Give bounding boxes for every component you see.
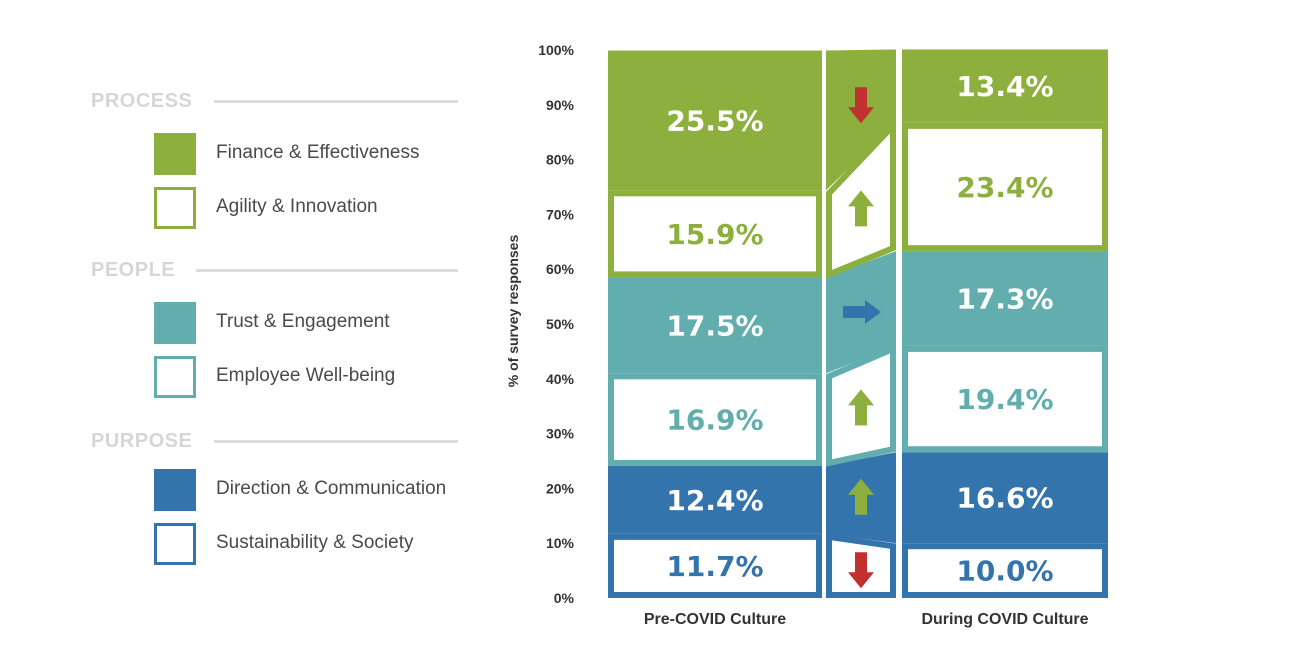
data-label: 17.5% — [666, 309, 763, 342]
bar-segment — [608, 533, 822, 598]
data-label: 25.5% — [666, 104, 763, 137]
up-arrow-icon — [848, 478, 874, 515]
legend-group-title-people: PEOPLE — [91, 259, 176, 281]
legend-swatch-sustainability — [154, 523, 196, 565]
y-tick-label: 80% — [546, 152, 575, 168]
y-tick-label: 20% — [546, 480, 575, 496]
legend-divider — [214, 100, 458, 103]
down-arrow-icon — [848, 552, 874, 589]
data-label: 16.9% — [666, 404, 763, 437]
legend-group-title-purpose: PURPOSE — [91, 430, 193, 452]
x-category-label: During COVID Culture — [921, 611, 1088, 628]
legend-group-title-process: PROCESS — [91, 90, 193, 112]
data-label: 23.4% — [956, 171, 1053, 204]
y-axis-label: % of survey responses — [505, 235, 521, 388]
x-category-label: Pre-COVID Culture — [644, 611, 786, 628]
right-arrow-icon — [843, 299, 881, 324]
data-label: 17.3% — [956, 283, 1053, 316]
legend-label-trust: Trust & Engagement — [216, 311, 390, 332]
up-arrow-icon — [848, 190, 874, 227]
bar-segment — [902, 251, 1108, 346]
bar-segment — [902, 543, 1108, 599]
up-arrow-icon — [848, 389, 874, 426]
y-tick-label: 90% — [546, 97, 575, 113]
legend-divider — [196, 269, 458, 272]
data-label: 13.4% — [956, 70, 1053, 103]
bar-segment — [902, 452, 1108, 544]
bar-segment — [608, 190, 822, 278]
bar-segment — [608, 277, 822, 374]
legend: PROCESS Finance & Effectiveness Agility … — [0, 0, 500, 664]
y-tick-label: 10% — [546, 535, 575, 551]
y-tick-label: 40% — [546, 371, 575, 387]
data-label: 11.7% — [666, 550, 763, 583]
legend-label-wellbeing: Employee Well-being — [216, 365, 396, 386]
bar-segment — [902, 345, 1108, 453]
legend-label-finance: Finance & Effectiveness — [216, 142, 420, 163]
legend-label-direction: Direction & Communication — [216, 478, 447, 499]
bar-segment — [902, 49, 1108, 123]
legend-divider — [214, 440, 458, 443]
data-label: 15.9% — [666, 218, 763, 251]
data-label: 10.0% — [956, 555, 1053, 588]
legend-swatch-agility — [154, 187, 196, 229]
bar-segment — [608, 465, 822, 534]
legend-swatch-wellbeing — [154, 356, 196, 398]
y-tick-label: 60% — [546, 261, 575, 277]
y-tick-label: 70% — [546, 206, 575, 222]
y-tick-label: 0% — [554, 590, 575, 606]
bar-segment — [608, 373, 822, 466]
legend-label-agility: Agility & Innovation — [216, 196, 378, 217]
y-tick-label: 100% — [538, 42, 574, 58]
y-tick-label: 50% — [546, 316, 575, 332]
data-label: 16.6% — [956, 482, 1053, 515]
data-label: 12.4% — [666, 484, 763, 517]
legend-swatch-trust — [154, 302, 196, 344]
bar-segment — [608, 50, 822, 191]
legend-swatch-finance — [154, 133, 196, 175]
down-arrow-icon — [848, 87, 874, 124]
legend-label-sustainability: Sustainability & Society — [216, 532, 414, 553]
legend-swatch-direction — [154, 469, 196, 511]
bar-segment — [902, 122, 1108, 252]
y-tick-label: 30% — [546, 426, 575, 442]
data-label: 19.4% — [956, 383, 1053, 416]
